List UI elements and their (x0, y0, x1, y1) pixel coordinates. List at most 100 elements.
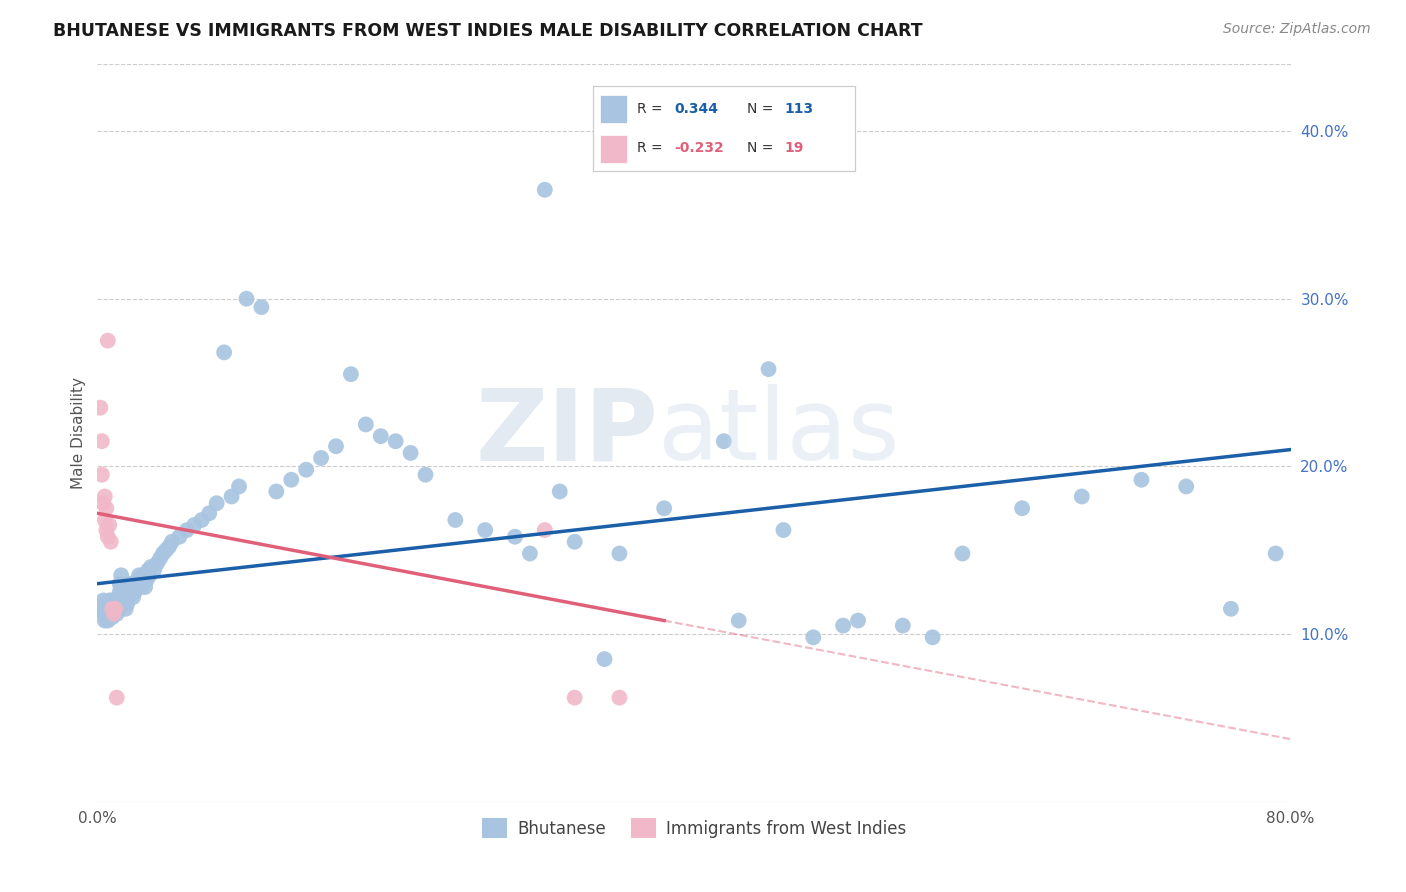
Point (96, 610, 118, 624)
Point (120, 585, 142, 599)
Point (101, 610, 124, 624)
Point (94, 607, 117, 621)
Point (104, 593, 127, 607)
Point (107, 602, 129, 616)
Point (110, 568, 132, 582)
Point (98, 593, 121, 607)
Point (122, 580, 145, 594)
Point (114, 593, 136, 607)
Point (101, 602, 124, 616)
Point (94, 597, 117, 611)
Point (100, 597, 122, 611)
Point (139, 560, 162, 574)
Point (103, 607, 125, 621)
Point (91, 607, 114, 621)
Point (176, 523, 198, 537)
Point (97, 530, 120, 544)
Point (415, 467, 437, 482)
Point (198, 506, 221, 520)
Point (727, 614, 749, 628)
Point (1324, 518, 1347, 533)
Text: BHUTANESE VS IMMIGRANTS FROM WEST INDIES MALE DISABILITY CORRELATION CHART: BHUTANESE VS IMMIGRANTS FROM WEST INDIES… (53, 22, 924, 40)
Point (444, 513, 467, 527)
Legend: Bhutanese, Immigrants from West Indies: Bhutanese, Immigrants from West Indies (475, 811, 912, 845)
Point (1264, 547, 1286, 561)
Point (89, 401, 111, 415)
Point (100, 607, 122, 621)
Point (384, 434, 406, 449)
Point (609, 690, 631, 705)
Point (107, 593, 129, 607)
Point (155, 543, 177, 558)
Point (136, 563, 159, 577)
Point (91, 496, 114, 510)
Point (96, 602, 118, 616)
Point (205, 496, 228, 510)
Point (90, 602, 112, 616)
Point (143, 563, 166, 577)
Point (105, 607, 128, 621)
Point (801, 630, 824, 644)
Point (100, 534, 122, 549)
Point (846, 614, 869, 628)
Point (112, 590, 135, 604)
Point (564, 690, 586, 705)
Point (135, 574, 157, 588)
Point (266, 484, 288, 499)
Point (124, 585, 146, 599)
Point (127, 574, 149, 588)
Point (280, 473, 302, 487)
Point (183, 518, 205, 533)
Point (101, 602, 124, 616)
Point (101, 593, 124, 607)
Point (132, 568, 155, 582)
Point (146, 557, 169, 571)
Point (548, 484, 571, 499)
Point (115, 597, 138, 611)
Point (91, 593, 114, 607)
Point (115, 585, 138, 599)
Point (122, 590, 145, 604)
Point (1175, 479, 1198, 493)
Point (111, 590, 134, 604)
Point (108, 576, 131, 591)
Point (295, 463, 318, 477)
Point (104, 602, 127, 616)
Point (235, 292, 257, 306)
Point (503, 530, 526, 544)
Point (97, 607, 120, 621)
Point (103, 607, 125, 621)
Point (474, 523, 496, 537)
Point (325, 439, 347, 453)
Point (228, 479, 250, 493)
Point (952, 547, 974, 561)
Point (97, 614, 120, 628)
Point (160, 534, 183, 549)
Point (772, 523, 794, 537)
Point (108, 585, 131, 599)
Point (354, 417, 377, 432)
Point (90, 434, 112, 449)
Text: Source: ZipAtlas.com: Source: ZipAtlas.com (1223, 22, 1371, 37)
Point (758, 362, 780, 376)
Point (110, 580, 132, 594)
Point (131, 576, 153, 591)
Point (593, 652, 616, 666)
Point (149, 551, 172, 566)
Point (118, 590, 141, 604)
Point (713, 434, 735, 449)
Point (124, 576, 146, 591)
Text: ZIP: ZIP (475, 384, 658, 482)
Point (652, 501, 675, 516)
Point (112, 597, 135, 611)
Point (370, 429, 392, 443)
Point (94, 614, 117, 628)
Point (340, 367, 363, 381)
Y-axis label: Male Disability: Male Disability (72, 376, 86, 489)
Point (1130, 473, 1153, 487)
Point (104, 602, 127, 616)
Point (891, 618, 914, 632)
Point (519, 547, 541, 561)
Point (921, 630, 943, 644)
Point (96, 501, 118, 516)
